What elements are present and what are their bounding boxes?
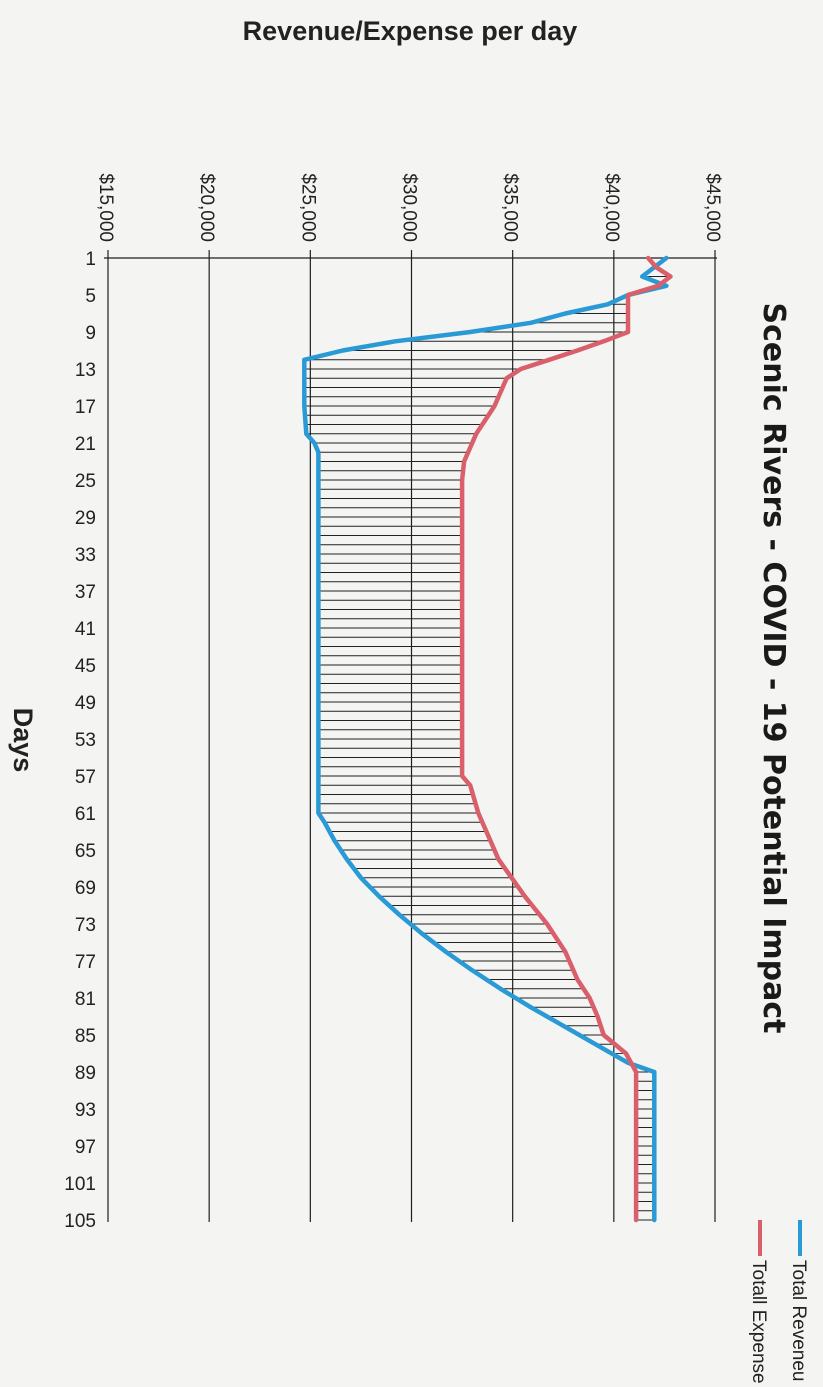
x-tick-label: 85 xyxy=(75,1026,96,1047)
x-tick-label: 13 xyxy=(75,360,96,381)
y-tick-label: $45,000 xyxy=(702,173,723,242)
x-tick-label: 65 xyxy=(75,841,96,862)
series-line-expense xyxy=(459,255,673,1223)
x-tick-label: 17 xyxy=(75,397,96,418)
x-tick-label: 73 xyxy=(75,915,96,936)
x-tick-label: 105 xyxy=(64,1211,96,1232)
hatch-group xyxy=(304,257,671,1221)
y-tick-label: $20,000 xyxy=(196,173,217,242)
x-tick-label: 45 xyxy=(75,656,96,677)
x-tick-label: 57 xyxy=(75,767,96,788)
x-tick-label: 93 xyxy=(75,1100,96,1121)
x-tick-label: 89 xyxy=(75,1063,96,1084)
x-tick-label: 37 xyxy=(75,582,96,603)
y-axis-title: Revenue/Expense per day xyxy=(243,16,578,46)
x-tick-label: 69 xyxy=(75,878,96,899)
legend-label-revenue: Total Reveneu xyxy=(788,1260,809,1381)
series-line-revenue xyxy=(302,255,669,1223)
x-tick-label: 1 xyxy=(85,249,96,270)
x-axis-title: Days xyxy=(8,708,38,773)
legend-label-expense: Totall Expense xyxy=(748,1260,769,1384)
y-tick-label: $30,000 xyxy=(399,173,420,242)
x-tick-label: 41 xyxy=(75,619,96,640)
x-tick-label: 53 xyxy=(75,730,96,751)
y-tick-label: $25,000 xyxy=(297,173,318,242)
x-tick-labels: 1 5 9 13 17 21 25 29 33 37 41 45 49 53 57 61 65 69 73 77 81 8… xyxy=(64,249,96,1232)
x-tick-label: 77 xyxy=(75,952,96,973)
y-tick-label: $40,000 xyxy=(601,173,622,242)
series-group xyxy=(302,255,673,1223)
y-tick-label: $35,000 xyxy=(500,173,521,242)
x-tick-label: 25 xyxy=(75,471,96,492)
x-tick-label: 29 xyxy=(75,508,96,529)
y-tick-label: $15,000 xyxy=(95,173,116,242)
x-tick-label: 101 xyxy=(64,1174,96,1195)
x-tick-label: 21 xyxy=(75,434,96,455)
x-tick-label: 5 xyxy=(85,286,96,307)
legend: Total Reveneu Totall Expense xyxy=(748,1220,809,1384)
x-tick-label: 97 xyxy=(75,1137,96,1158)
chart-title: Scenic Rivers - COVID - 19 Potential Imp… xyxy=(756,303,791,1034)
x-tick-label: 33 xyxy=(75,545,96,566)
gridlines-group xyxy=(107,250,716,1222)
x-tick-label: 49 xyxy=(75,693,96,714)
x-tick-label: 81 xyxy=(75,989,96,1010)
y-tick-labels: $15,000 $20,000 $25,000 $30,000 $35,000 $40,0… xyxy=(95,173,723,242)
x-tick-label: 9 xyxy=(85,323,96,344)
x-tick-label: 61 xyxy=(75,804,96,825)
